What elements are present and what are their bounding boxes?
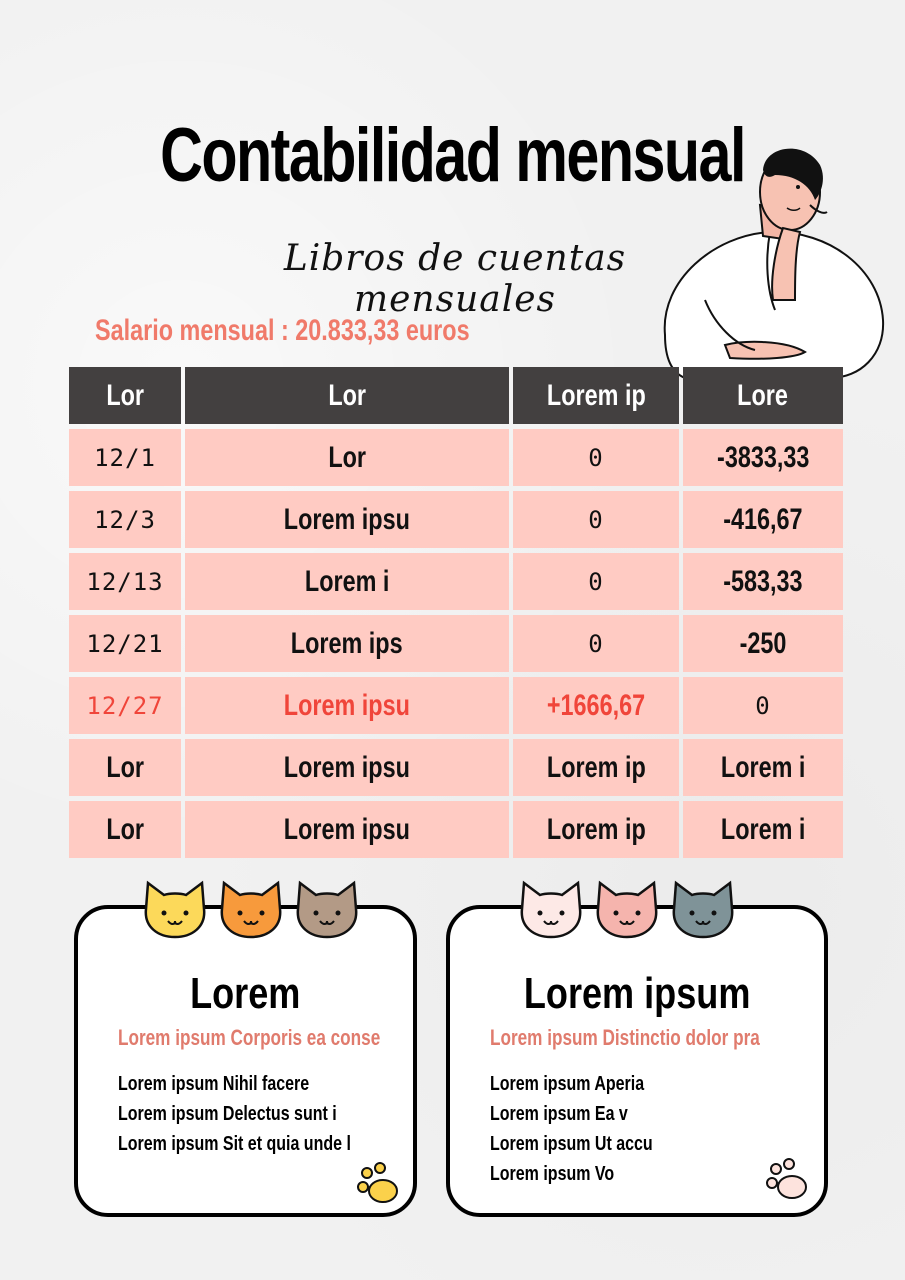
- table-cell: -250: [683, 615, 843, 672]
- table-cell: 12/3: [69, 491, 181, 548]
- table-cell: 12/27: [69, 677, 181, 734]
- table-header-cell: Lore: [683, 367, 843, 424]
- table-cell: +1666,67: [513, 677, 679, 734]
- page-subtitle: Libros de cuentas mensuales: [283, 238, 627, 320]
- table-cell: Lorem i: [683, 801, 843, 858]
- card-list: Lorem ipsum Aperia Lorem ipsum Ea v Lore…: [490, 1069, 693, 1189]
- table-cell: Lorem ipsu: [185, 677, 509, 734]
- table-cell: -583,33: [683, 553, 843, 610]
- table-cell: 0: [513, 491, 679, 548]
- table-cell: Lor: [69, 739, 181, 796]
- cat-faces-right: [516, 879, 738, 941]
- cat-face-icon: [144, 880, 206, 939]
- salary-label: Salario mensual : 20.833,33 euros: [95, 314, 470, 347]
- cat-face-icon: [220, 880, 282, 939]
- card-subtitle: Lorem ipsum Distinctio dolor pra: [490, 1025, 760, 1050]
- table-cell: 12/21: [69, 615, 181, 672]
- table-cell: -3833,33: [683, 429, 843, 486]
- person-thinking-illustration: [663, 148, 885, 379]
- table-cell: Lorem ipsu: [185, 801, 509, 858]
- table-cell: Lorem ip: [513, 801, 679, 858]
- table-cell: Lorem ip: [513, 739, 679, 796]
- page-title: Contabilidad mensual: [160, 113, 746, 198]
- list-item: Lorem ipsum Ut accu: [490, 1133, 653, 1155]
- table-cell: Lor: [69, 801, 181, 858]
- accounting-table: Lor Lor Lorem ip Lore 12/1 Lor 0 -3833,33 12/3 Lo…: [69, 367, 843, 858]
- card-subtitle: Lorem ipsum Corporis ea conse: [118, 1025, 381, 1050]
- table-cell: 12/1: [69, 429, 181, 486]
- table-header-cell: Lor: [185, 367, 509, 424]
- paw-print-icon: [766, 1158, 807, 1199]
- table-header-cell: Lor: [69, 367, 181, 424]
- card-left: Lorem Lorem ipsum Corporis ea conse Lore…: [74, 880, 417, 1217]
- table-header-cell: Lorem ip: [513, 367, 679, 424]
- table-cell: 0: [513, 615, 679, 672]
- cat-face-icon: [520, 880, 582, 939]
- table-cell: 0: [513, 553, 679, 610]
- list-item: Lorem ipsum Sit et quia unde l: [118, 1133, 351, 1155]
- card-right: Lorem ipsum Lorem ipsum Distinctio dolor…: [446, 880, 828, 1217]
- paw-print-icon: [357, 1162, 398, 1203]
- cat-faces-left: [140, 879, 362, 941]
- card-title: Lorem: [190, 969, 301, 1018]
- card-list: Lorem ipsum Nihil facere Lorem ipsum Del…: [118, 1069, 409, 1159]
- table-cell: Lorem i: [185, 553, 509, 610]
- list-item: Lorem ipsum Vo: [490, 1163, 615, 1185]
- list-item: Lorem ipsum Aperia: [490, 1073, 645, 1095]
- list-item: Lorem ipsum Ea v: [490, 1103, 628, 1125]
- table-cell: 12/13: [69, 553, 181, 610]
- table-cell: Lorem ips: [185, 615, 509, 672]
- table-cell: Lor: [185, 429, 509, 486]
- table-cell: 0: [513, 429, 679, 486]
- cat-face-icon: [596, 880, 658, 939]
- table-cell: Lorem ipsu: [185, 739, 509, 796]
- list-item: Lorem ipsum Nihil facere: [118, 1073, 310, 1095]
- cat-face-icon: [296, 880, 358, 939]
- table-cell: -416,67: [683, 491, 843, 548]
- cat-face-icon: [672, 880, 734, 939]
- table-cell: 0: [683, 677, 843, 734]
- table-cell: Lorem i: [683, 739, 843, 796]
- table-cell: Lorem ipsu: [185, 491, 509, 548]
- card-title: Lorem ipsum: [523, 969, 751, 1018]
- list-item: Lorem ipsum Delectus sunt i: [118, 1103, 337, 1125]
